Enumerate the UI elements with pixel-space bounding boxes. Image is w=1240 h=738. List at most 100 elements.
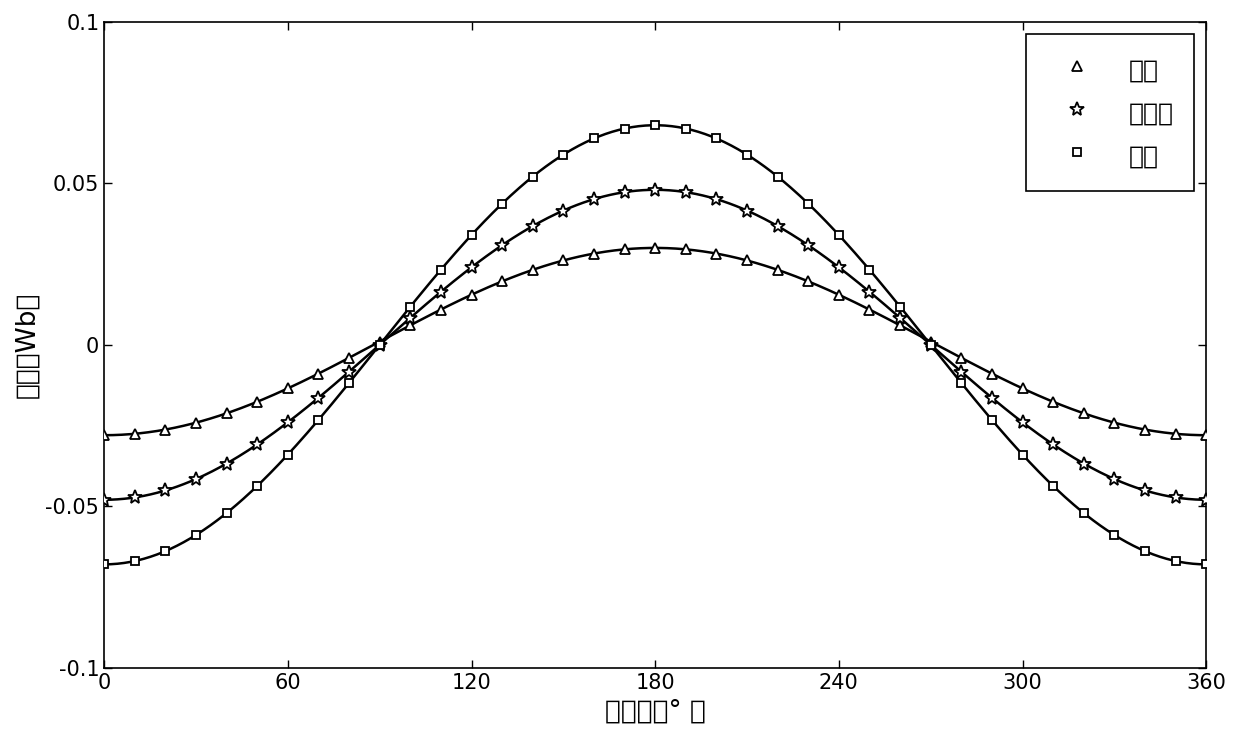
增磁 — [647, 121, 662, 130]
增磁 — [587, 134, 601, 143]
纯永磁 — [157, 486, 172, 495]
增磁 — [372, 340, 387, 349]
增磁 — [801, 199, 816, 208]
增磁 — [985, 415, 999, 424]
纯永磁 — [893, 314, 908, 323]
增磁 — [862, 265, 877, 274]
纯永磁 — [618, 187, 632, 196]
纯永磁 — [1076, 459, 1091, 468]
增磁 — [924, 340, 939, 349]
去磁 — [219, 409, 234, 418]
增磁 — [1016, 450, 1030, 459]
纯永磁 — [1107, 475, 1122, 483]
纯永磁 — [128, 493, 143, 502]
增磁 — [128, 556, 143, 565]
去磁 — [1137, 425, 1152, 434]
纯永磁 — [862, 287, 877, 296]
纯永磁 — [1045, 440, 1060, 449]
Line: 去磁: 去磁 — [99, 243, 1211, 440]
增磁 — [188, 531, 203, 539]
去磁 — [249, 397, 264, 406]
去磁 — [647, 244, 662, 252]
去磁 — [128, 430, 143, 438]
纯永磁 — [526, 221, 541, 230]
Line: 增磁: 增磁 — [100, 121, 1210, 568]
去磁 — [1107, 418, 1122, 427]
增磁 — [954, 379, 968, 387]
纯永磁 — [647, 185, 662, 194]
增磁 — [1168, 556, 1183, 565]
增磁 — [464, 230, 479, 239]
去磁 — [924, 337, 939, 346]
Y-axis label: 磁链（Wb）: 磁链（Wb） — [14, 292, 40, 398]
去磁 — [1199, 431, 1214, 440]
增磁 — [1199, 560, 1214, 569]
去磁 — [464, 290, 479, 299]
去磁 — [403, 321, 418, 330]
增磁 — [495, 199, 510, 208]
纯永磁 — [678, 187, 693, 196]
去磁 — [157, 425, 172, 434]
X-axis label: 电角度（° ）: 电角度（° ） — [605, 698, 706, 724]
去磁 — [311, 369, 326, 378]
去磁 — [556, 256, 570, 265]
增磁 — [1045, 481, 1060, 490]
增磁 — [157, 547, 172, 556]
纯永磁 — [249, 440, 264, 449]
增磁 — [280, 450, 295, 459]
增磁 — [342, 379, 357, 387]
Line: 纯永磁: 纯永磁 — [97, 183, 1213, 507]
增磁 — [709, 134, 724, 143]
去磁 — [495, 277, 510, 286]
纯永磁 — [188, 475, 203, 483]
去磁 — [587, 249, 601, 258]
去磁 — [280, 384, 295, 393]
去磁 — [1076, 409, 1091, 418]
去磁 — [526, 266, 541, 275]
增磁 — [311, 415, 326, 424]
增磁 — [893, 303, 908, 311]
纯永磁 — [801, 241, 816, 249]
增磁 — [1107, 531, 1122, 539]
去磁 — [985, 369, 999, 378]
去磁 — [1016, 384, 1030, 393]
纯永磁 — [954, 368, 968, 376]
去磁 — [893, 321, 908, 330]
增磁 — [770, 172, 785, 181]
增磁 — [526, 172, 541, 181]
增磁 — [1137, 547, 1152, 556]
纯永磁 — [464, 263, 479, 272]
纯永磁 — [587, 195, 601, 204]
去磁 — [831, 290, 846, 299]
增磁 — [831, 230, 846, 239]
去磁 — [739, 256, 754, 265]
去磁 — [801, 277, 816, 286]
纯永磁 — [403, 314, 418, 323]
去磁 — [678, 245, 693, 254]
Legend: 去磁, 纯永磁, 增磁: 去磁, 纯永磁, 增磁 — [1027, 35, 1194, 191]
纯永磁 — [924, 340, 939, 349]
纯永磁 — [985, 393, 999, 402]
纯永磁 — [831, 263, 846, 272]
去磁 — [862, 305, 877, 314]
去磁 — [1168, 430, 1183, 438]
纯永磁 — [372, 340, 387, 349]
去磁 — [618, 245, 632, 254]
去磁 — [372, 337, 387, 346]
纯永磁 — [1168, 493, 1183, 502]
纯永磁 — [1137, 486, 1152, 495]
增磁 — [434, 265, 449, 274]
纯永磁 — [709, 195, 724, 204]
纯永磁 — [280, 418, 295, 427]
纯永磁 — [770, 221, 785, 230]
去磁 — [97, 431, 112, 440]
增磁 — [556, 151, 570, 159]
纯永磁 — [342, 368, 357, 376]
纯永磁 — [1016, 418, 1030, 427]
增磁 — [403, 303, 418, 311]
纯永磁 — [97, 495, 112, 504]
去磁 — [342, 354, 357, 362]
去磁 — [434, 305, 449, 314]
纯永磁 — [311, 393, 326, 402]
去磁 — [1045, 397, 1060, 406]
